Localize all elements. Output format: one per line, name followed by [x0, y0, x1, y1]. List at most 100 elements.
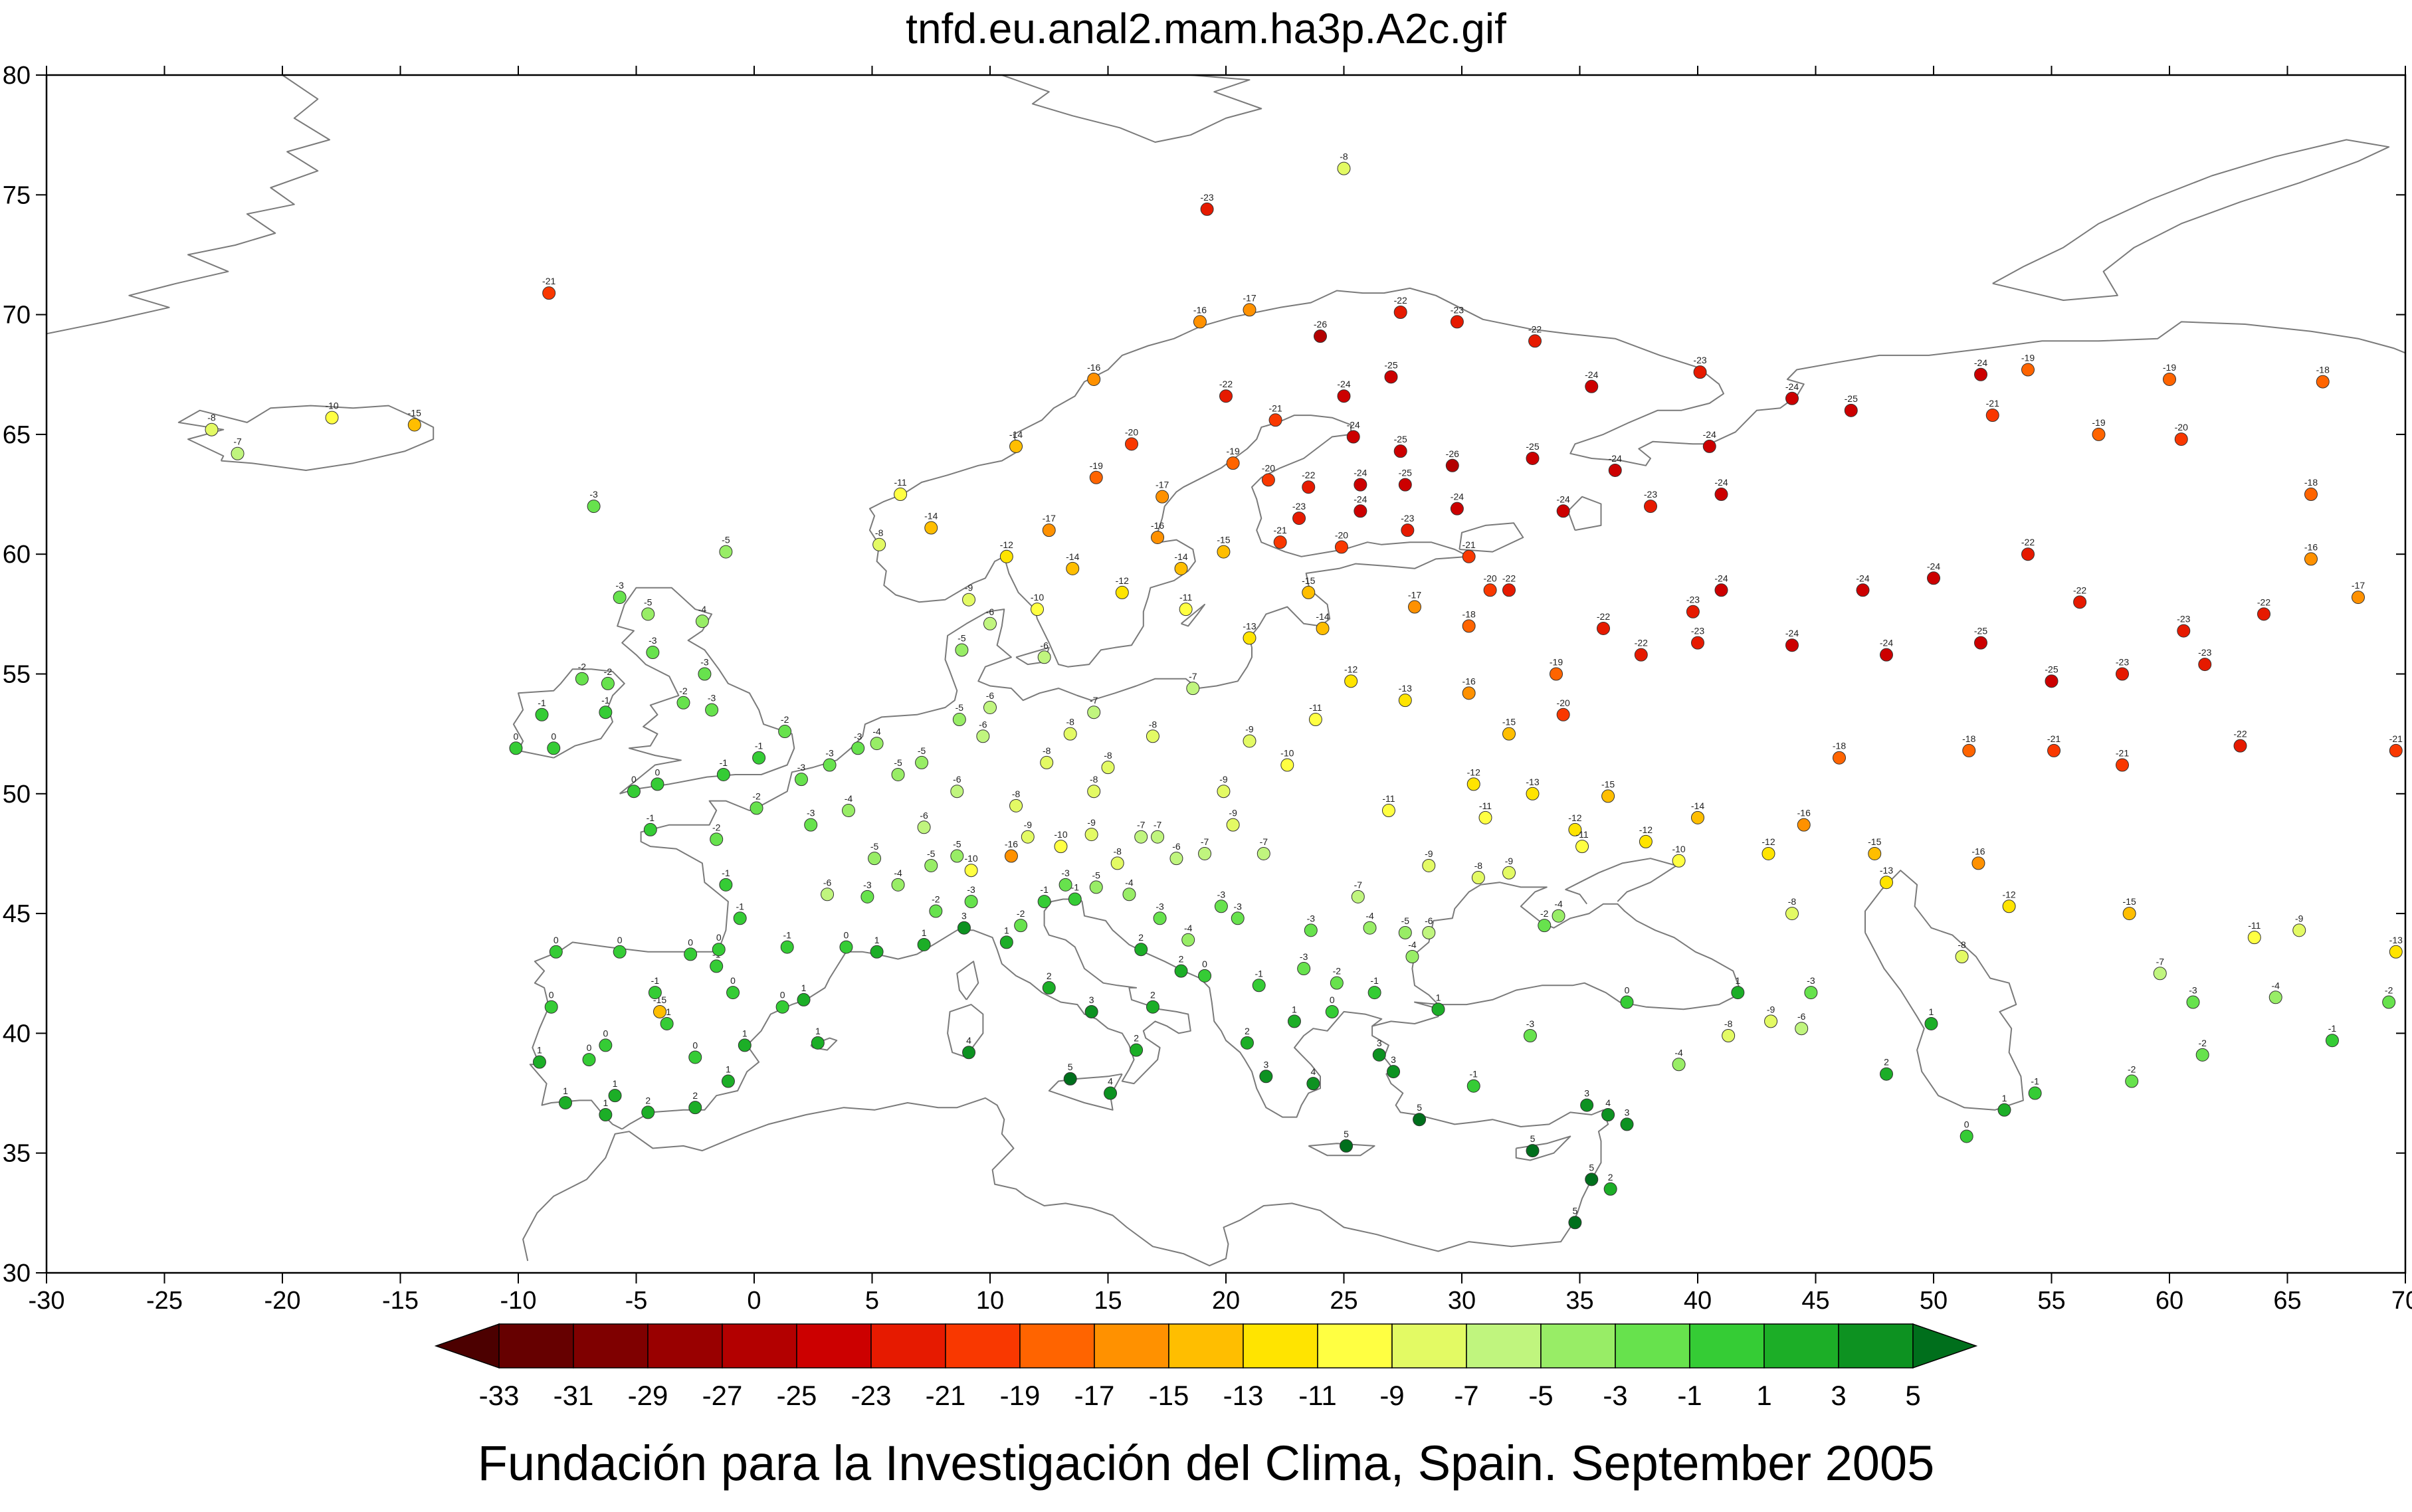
station-value-label: -25 [1384, 359, 1397, 370]
station-value-label: 2 [1047, 971, 1052, 981]
colorbar-cell [1168, 1323, 1244, 1369]
station-value-label: -20 [2175, 422, 2188, 432]
station-value-label: -17 [2352, 580, 2365, 591]
station-value-label: -2 [712, 822, 721, 832]
station-value-label: -16 [1005, 839, 1018, 850]
station-value-label: -11 [1382, 793, 1395, 804]
station-dot [1804, 986, 1818, 1000]
station-dot [1084, 1004, 1098, 1018]
station-dot [929, 904, 943, 918]
station-dot [684, 947, 698, 961]
station-value-label: -18 [2304, 477, 2318, 488]
station-value-label: 3 [1089, 994, 1094, 1005]
station-dot [542, 286, 556, 300]
station-value-label: 5 [1573, 1205, 1578, 1216]
station-value-label: -8 [1340, 151, 1348, 162]
station-value-label: -3 [649, 635, 657, 646]
station-value-label: -12 [1000, 539, 1013, 550]
station-value-label: -1 [755, 741, 763, 751]
station-value-label: 5 [1068, 1062, 1073, 1072]
station-dot [1153, 911, 1167, 925]
station-dot [1398, 694, 1412, 708]
station-dot [2325, 1034, 2339, 1048]
station-dot [1620, 1117, 1634, 1131]
station-value-label: -3 [708, 693, 716, 704]
colorbar-cell [1689, 1323, 1765, 1369]
station-value-label: -3 [825, 748, 834, 759]
station-dot [1408, 600, 1421, 614]
y-tick-label: 75 [3, 181, 31, 209]
station-value-label: -22 [2073, 585, 2086, 595]
colorbar-cell [722, 1323, 797, 1369]
x-tick-label: 40 [1684, 1287, 1712, 1312]
coastline-path [529, 287, 2406, 1130]
station-dot [1450, 315, 1464, 329]
station-dot [1063, 1072, 1077, 1086]
station-value-label: -24 [1337, 379, 1350, 389]
station-dot [1714, 583, 1728, 597]
station-dot [1462, 619, 1476, 633]
station-dot [1240, 1036, 1254, 1050]
station-dot [811, 1036, 825, 1050]
station-value-label: -9 [1245, 723, 1254, 734]
station-dot [851, 741, 865, 755]
station-dot [651, 777, 664, 791]
station-dot [1186, 682, 1200, 696]
station-dot [1040, 755, 1054, 769]
station-dot [1337, 389, 1351, 403]
station-dot [1316, 621, 1330, 635]
station-value-label: -25 [1399, 468, 1412, 478]
station-value-label: -4 [1125, 877, 1134, 888]
station-dot [1179, 603, 1193, 616]
station-dot [1354, 504, 1367, 518]
colorbar-tick-label: -17 [1074, 1380, 1115, 1411]
station-dot [2268, 991, 2282, 1004]
colorbar-tick-label: 3 [1831, 1380, 1846, 1411]
station-dot [613, 591, 627, 605]
y-tick-label: 70 [3, 302, 31, 330]
station-value-label: -12 [1761, 836, 1775, 847]
station-dot [1785, 391, 1799, 405]
station-dot [2233, 739, 2247, 753]
station-dot [1268, 413, 1282, 427]
station-dot [1974, 636, 1987, 650]
station-dot [544, 1000, 558, 1014]
station-value-label: -2 [1540, 908, 1549, 919]
station-dot [608, 1089, 622, 1103]
station-value-label: -15 [408, 407, 421, 418]
station-dot [957, 921, 971, 935]
station-value-label: -4 [894, 868, 902, 878]
station-value-label: -11 [1309, 702, 1322, 713]
station-dot [1037, 650, 1051, 664]
x-tick-label: 30 [1448, 1287, 1476, 1312]
station-value-label: -3 [1061, 868, 1070, 878]
station-dot [1528, 334, 1542, 348]
station-value-label: -20 [1335, 529, 1348, 540]
station-dot [1445, 458, 1459, 472]
y-tick-label: 50 [3, 781, 31, 808]
station-dot [1523, 1029, 1537, 1043]
station-value-label: -4 [1365, 911, 1374, 921]
station-value-label: -8 [875, 527, 884, 538]
station-dot [1550, 667, 1563, 681]
station-dot [1398, 925, 1412, 939]
station-dot [1014, 919, 1028, 933]
station-dot [1797, 818, 1811, 832]
station-dot [1089, 880, 1103, 894]
station-value-label: -2 [752, 791, 761, 801]
station-value-label: -10 [964, 853, 977, 864]
station-value-label: -17 [1243, 292, 1256, 303]
station-dot [915, 755, 929, 769]
station-value-label: -21 [2389, 733, 2403, 744]
station-value-label: -12 [1344, 664, 1357, 674]
station-value-label: -23 [2177, 614, 2190, 624]
station-dot [1243, 734, 1256, 748]
station-value-label: -2 [932, 894, 940, 904]
station-dot [983, 700, 997, 714]
station-dot [1156, 490, 1169, 504]
station-value-label: -8 [1724, 1018, 1733, 1029]
station-dot [1880, 876, 1893, 890]
coastline-path [956, 961, 979, 1000]
x-tick-label: 45 [1801, 1287, 1829, 1312]
station-dot [752, 751, 766, 765]
